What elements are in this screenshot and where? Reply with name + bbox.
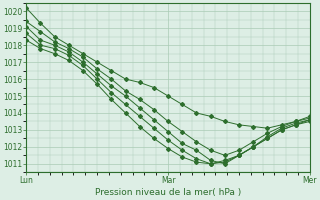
X-axis label: Pression niveau de la mer( hPa ): Pression niveau de la mer( hPa ) — [95, 188, 241, 197]
